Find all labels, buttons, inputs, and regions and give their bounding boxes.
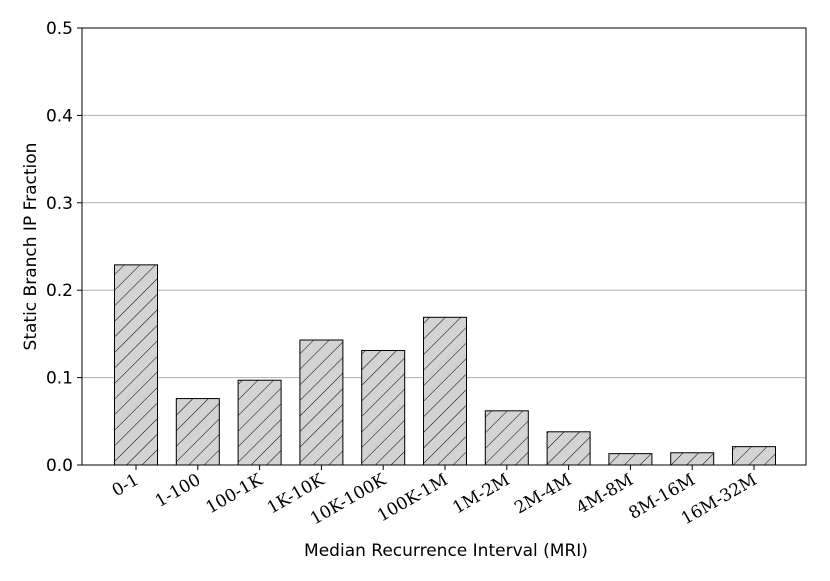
bar-1-100 bbox=[175, 398, 220, 466]
y-tick-label: 0.0 bbox=[46, 456, 73, 476]
bar-10K-100K bbox=[361, 350, 406, 466]
bars-group bbox=[114, 264, 776, 466]
bar-4M-8M bbox=[608, 453, 653, 466]
y-tick-label: 0.3 bbox=[46, 194, 73, 214]
x-axis-label: Median Recurrence Interval (MRI) bbox=[304, 541, 588, 561]
plot-frame bbox=[81, 27, 807, 466]
x-tick-label: 100-1K bbox=[203, 470, 267, 518]
y-axis-ticks: 0.0 0.1 0.2 0.3 0.4 0.5 bbox=[46, 19, 82, 476]
y-tick-label: 0.4 bbox=[46, 106, 73, 126]
y-tick-label: 0.5 bbox=[46, 19, 73, 39]
x-tick-label: 100K-1M bbox=[374, 470, 451, 526]
bar-1M-2M bbox=[484, 410, 529, 466]
bar-100K-1M bbox=[423, 316, 467, 466]
x-tick-label: 1-100 bbox=[152, 470, 204, 512]
x-tick-label: 1M-2M bbox=[449, 470, 513, 518]
bar-8M-16M bbox=[670, 452, 715, 466]
bar-100-1K bbox=[237, 379, 282, 466]
y-tick-label: 0.2 bbox=[46, 281, 73, 301]
x-tick-label: 2M-4M bbox=[511, 470, 575, 518]
y-tick-label: 0.1 bbox=[46, 369, 73, 389]
bar-0-1 bbox=[114, 264, 158, 466]
x-axis-ticks: 0-1 1-100100-1K1K-10K10K-100K100K-1M1M-2M… bbox=[109, 465, 761, 529]
bar-2M-4M bbox=[546, 431, 591, 466]
bar-1K-10K bbox=[299, 339, 344, 466]
x-tick-label: 0-1 bbox=[109, 470, 143, 501]
bar-16M-32M bbox=[732, 446, 776, 466]
y-axis-label: Static Branch IP Fraction bbox=[21, 143, 41, 351]
